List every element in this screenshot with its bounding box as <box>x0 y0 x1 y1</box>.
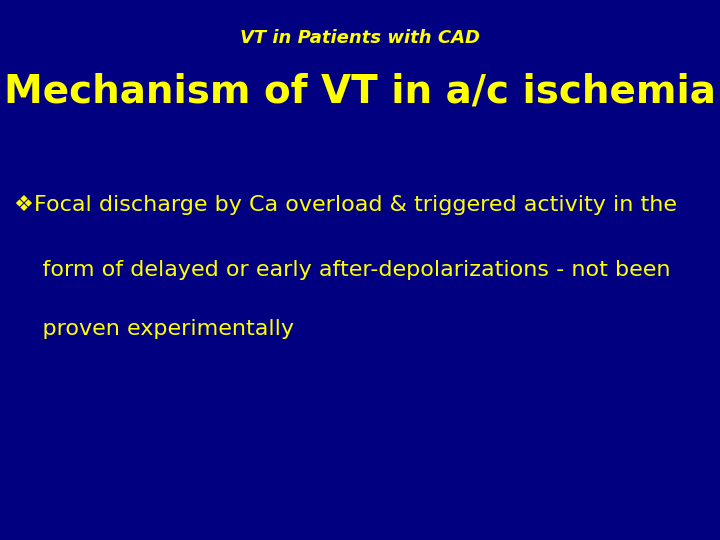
Text: form of delayed or early after-depolarizations - not been: form of delayed or early after-depolariz… <box>14 260 671 280</box>
Text: VT in Patients with CAD: VT in Patients with CAD <box>240 29 480 47</box>
Text: Mechanism of VT in a/c ischemia: Mechanism of VT in a/c ischemia <box>4 73 716 111</box>
Text: ❖Focal discharge by Ca overload & triggered activity in the: ❖Focal discharge by Ca overload & trigge… <box>14 195 678 215</box>
Text: proven experimentally: proven experimentally <box>14 319 294 340</box>
